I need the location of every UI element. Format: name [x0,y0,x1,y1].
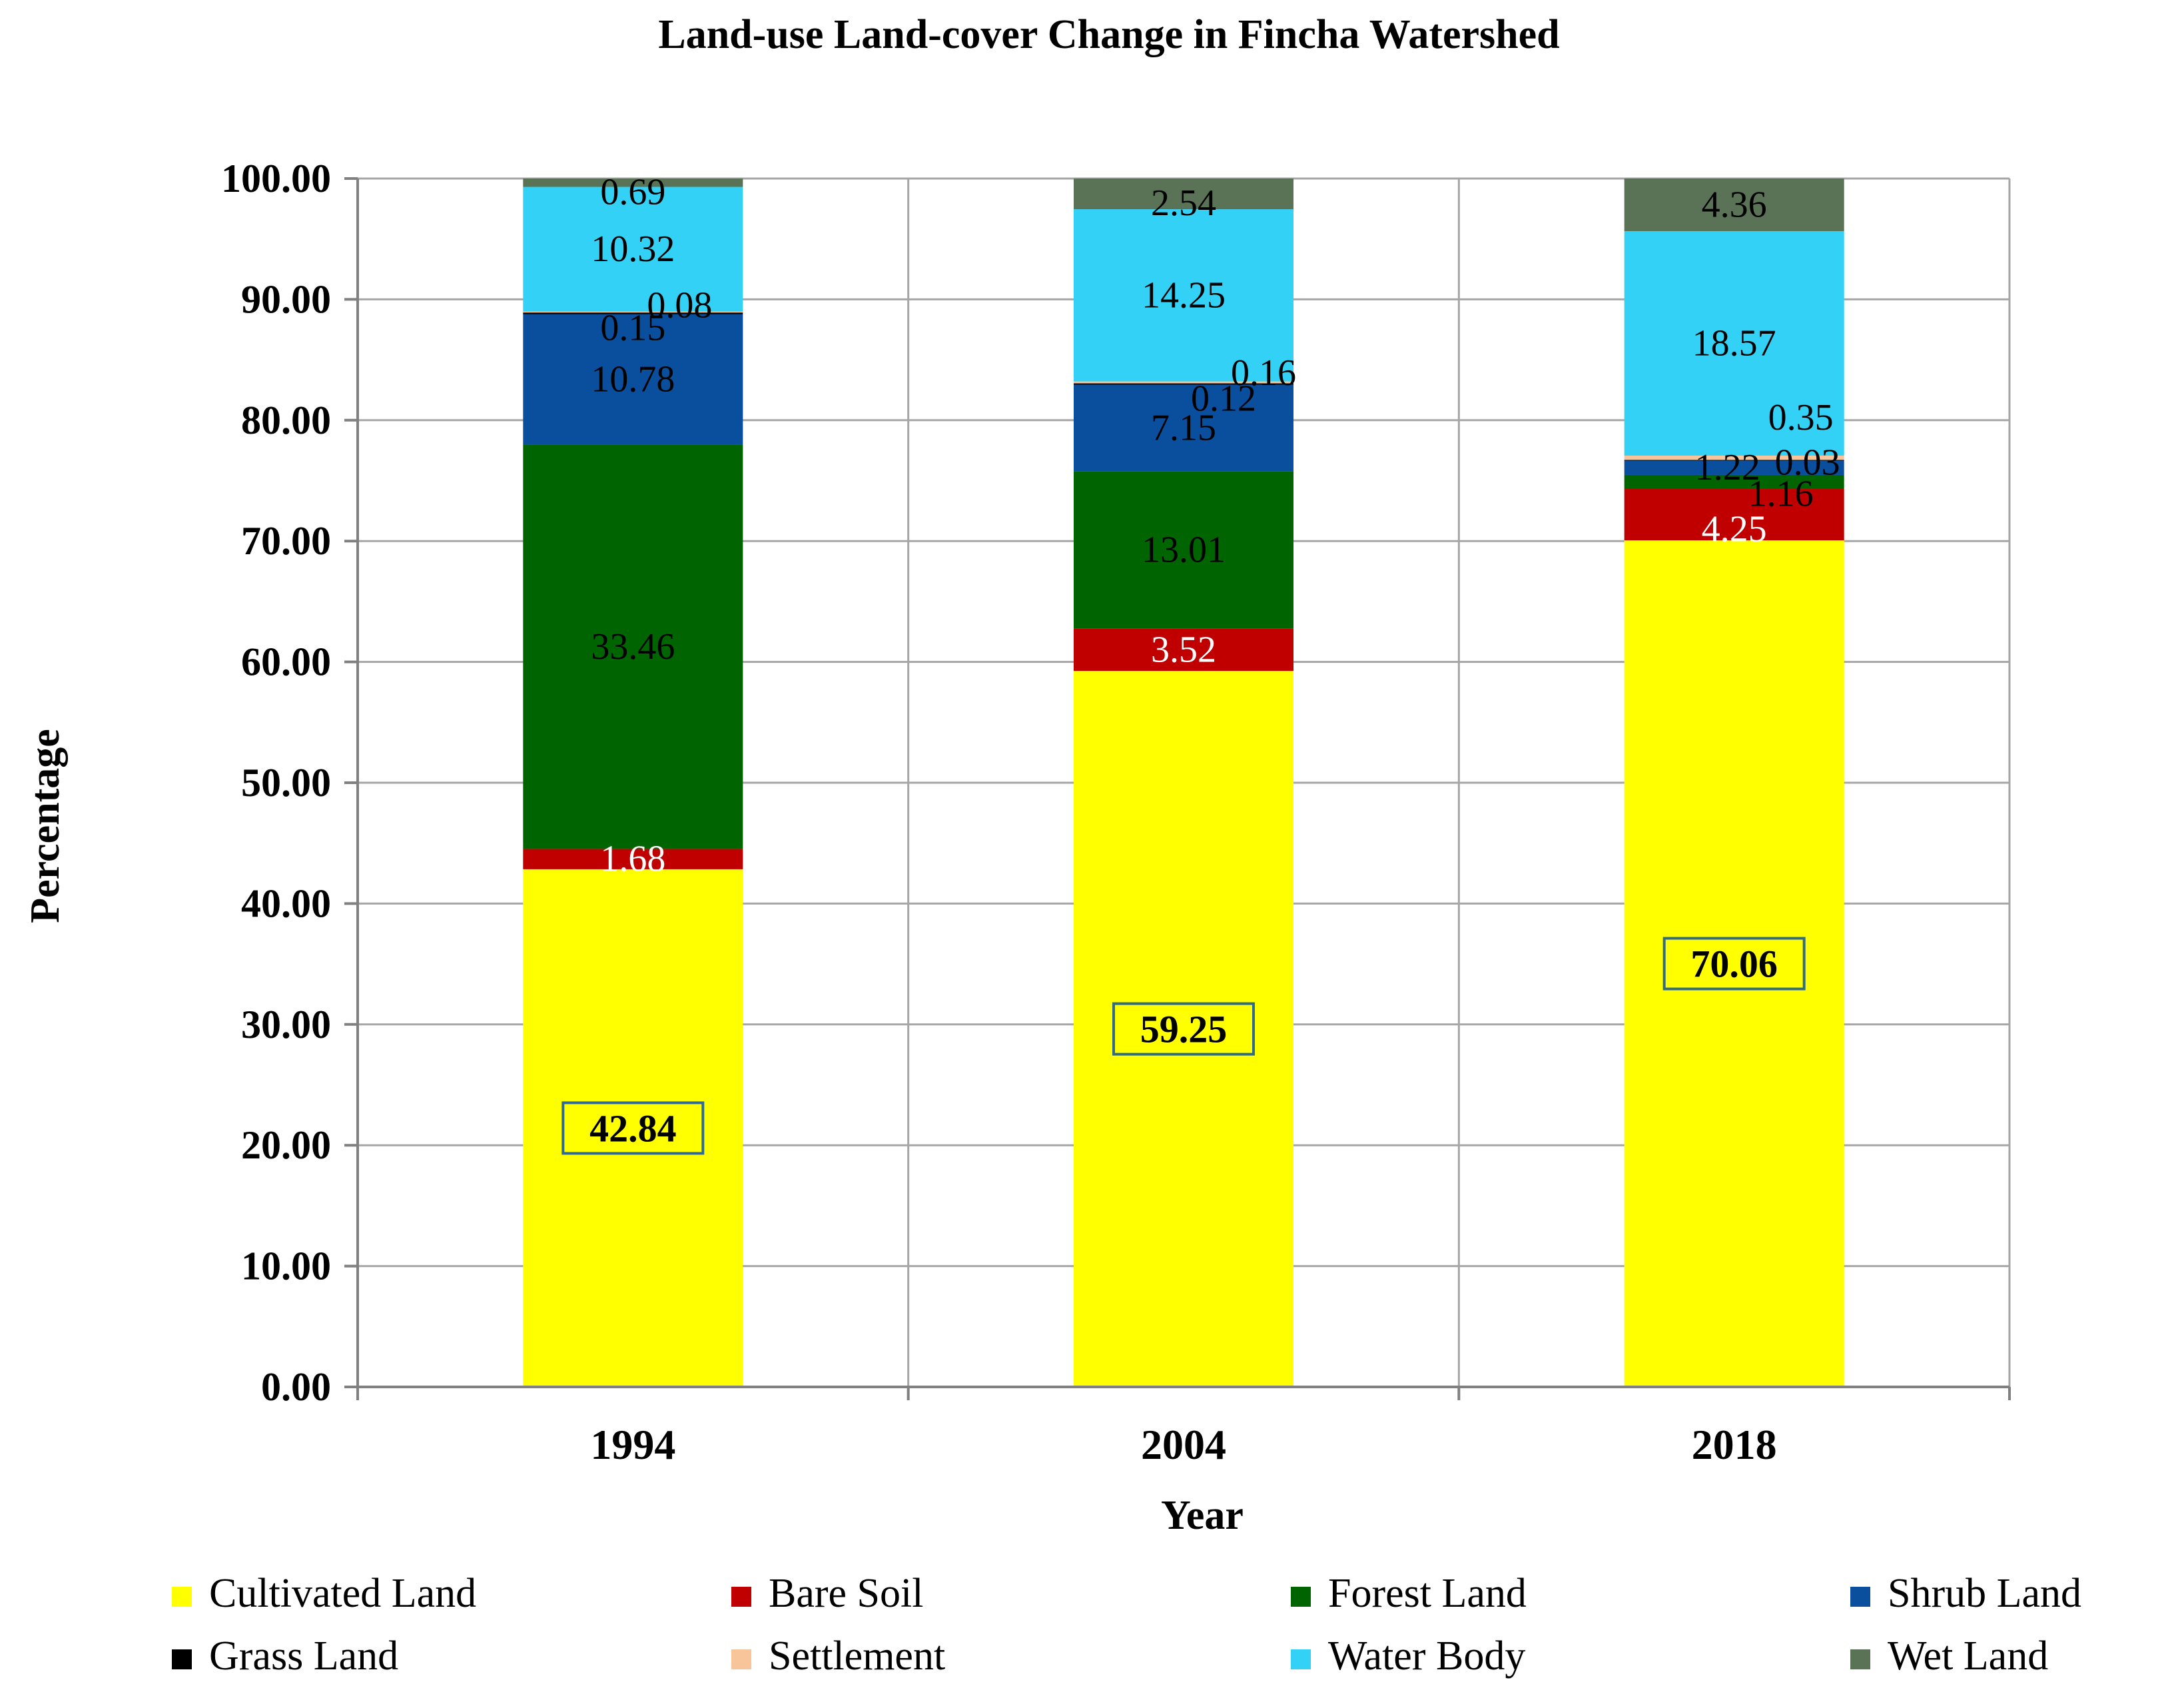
bar-grass-land-1994 [523,312,743,314]
bar-forest-land-1994 [523,444,743,849]
legend-swatch-grass-land [172,1649,192,1669]
bar-forest-land-2004 [1074,471,1293,629]
y-tick-label: 90.00 [241,277,331,321]
data-label-bare-soil-2018: 4.25 [1702,509,1767,550]
x-category-label-1994: 1994 [590,1421,675,1468]
data-label-grass-land-1994: 0.15 [600,308,665,349]
bar-bare-soil-2018 [1624,489,1844,541]
bar-shrub-land-2018 [1624,460,1844,475]
legend-swatch-bare-soil [731,1587,751,1607]
data-label-grass-land-2018: 0.03 [1775,442,1840,484]
legend-label-water-body: Water Body [1328,1633,1525,1679]
y-tick-label: 50.00 [241,761,331,805]
bar-settlement-2018 [1624,455,1844,460]
data-label-forest-land-2004: 13.01 [1142,529,1226,570]
data-label-settlement-2018: 0.35 [1768,397,1834,438]
x-category-label-2004: 2004 [1141,1421,1226,1468]
data-label-cultivated-land-1994: 42.84 [589,1106,677,1150]
legend-label-bare-soil: Bare Soil [769,1571,923,1616]
data-label-box [1662,937,1806,991]
bar-shrub-land-1994 [523,314,743,445]
data-label-settlement-2004: 0.16 [1231,352,1296,394]
legend-swatch-settlement [731,1649,751,1669]
bar-water-body-2018 [1624,231,1844,456]
y-tick-label: 100.00 [221,157,331,201]
x-axis-label: Year [1161,1493,1244,1538]
data-labels-group: 42.84 1.68 33.46 10.78 0.150.08 10.32 0.69 59.2… [561,171,1840,1155]
data-label-cultivated-land-2018: 70.06 [1690,943,1778,986]
data-label-grass-land-2004: 0.12 [1191,378,1256,420]
data-label-shrub-land-1994: 10.78 [591,359,675,400]
bar-wet-land-1994 [523,179,743,187]
bar-settlement-2004 [1074,381,1293,384]
y-tick-label: 80.00 [241,398,331,442]
bar-shrub-land-2004 [1074,384,1293,472]
data-label-wet-land-1994: 0.69 [600,171,665,213]
y-tick-label: 20.00 [241,1123,331,1167]
y-tick-label: 30.00 [241,1003,331,1047]
legend-label-settlement: Settlement [769,1633,945,1679]
bar-wet-land-2018 [1624,179,1844,232]
bar-water-body-2004 [1074,209,1293,382]
legend-swatch-shrub-land [1850,1587,1870,1607]
data-label-water-body-1994: 10.32 [591,228,675,270]
data-label-bare-soil-1994: 1.68 [600,839,665,880]
y-tick-label: 60.00 [241,640,331,684]
y-tick-labels: 0.00 10.00 20.00 30.00 40.00 50.00 60.00 70.00 8… [221,157,331,1409]
legend-label-cultivated-land: Cultivated Land [209,1571,476,1616]
data-label-shrub-land-2018: 1.22 [1695,447,1760,488]
data-label-forest-land-1994: 33.46 [591,626,675,667]
y-tick-label: 10.00 [241,1244,331,1288]
bars-group [523,179,1844,1387]
axes-group [344,177,2011,1400]
data-label-wet-land-2018: 4.36 [1702,185,1767,226]
bar-bare-soil-2004 [1074,628,1293,671]
bar-forest-land-2018 [1624,474,1844,490]
data-label-shrub-land-2004: 7.15 [1151,408,1216,449]
legend-swatch-cultivated-land [172,1587,192,1607]
bar-water-body-1994 [523,187,743,312]
bar-grass-land-2004 [1074,383,1293,385]
legend-label-wet-land: Wet Land [1888,1633,2048,1679]
legend-label-forest-land: Forest Land [1328,1571,1527,1616]
data-label-settlement-1994: 0.08 [647,284,712,326]
y-tick-label: 40.00 [241,881,331,925]
data-label-forest-land-2018: 1.16 [1748,473,1814,514]
legend-swatch-wet-land [1850,1649,1870,1669]
chart-title: Land-use Land-cover Change in Fincha Wat… [658,12,1559,57]
x-category-label-2018: 2018 [1692,1421,1777,1468]
data-label-water-body-2018: 18.57 [1692,323,1776,364]
data-label-water-body-2004: 14.25 [1142,274,1226,316]
data-label-wet-land-2004: 2.54 [1151,183,1216,224]
x-category-labels: 1994 2004 2018 [590,1421,1776,1468]
y-axis-label: Percentage [23,729,68,923]
data-label-bare-soil-2004: 3.52 [1151,629,1216,670]
legend-label-grass-land: Grass Land [209,1633,398,1679]
bar-wet-land-2004 [1074,179,1293,210]
data-label-cultivated-land-2004: 59.25 [1140,1008,1228,1051]
y-tick-label: 0.00 [261,1365,331,1409]
data-label-box [561,1101,705,1155]
legend-label-shrub-land: Shrub Land [1888,1571,2081,1616]
data-label-box [1112,1002,1255,1056]
legend-swatch-water-body [1291,1649,1311,1669]
legend: Cultivated Land Bare Soil Forest Land Shrub… [172,1571,2081,1679]
y-tick-label: 70.00 [241,519,331,563]
legend-swatch-forest-land [1291,1587,1311,1607]
bar-bare-soil-1994 [523,849,743,869]
